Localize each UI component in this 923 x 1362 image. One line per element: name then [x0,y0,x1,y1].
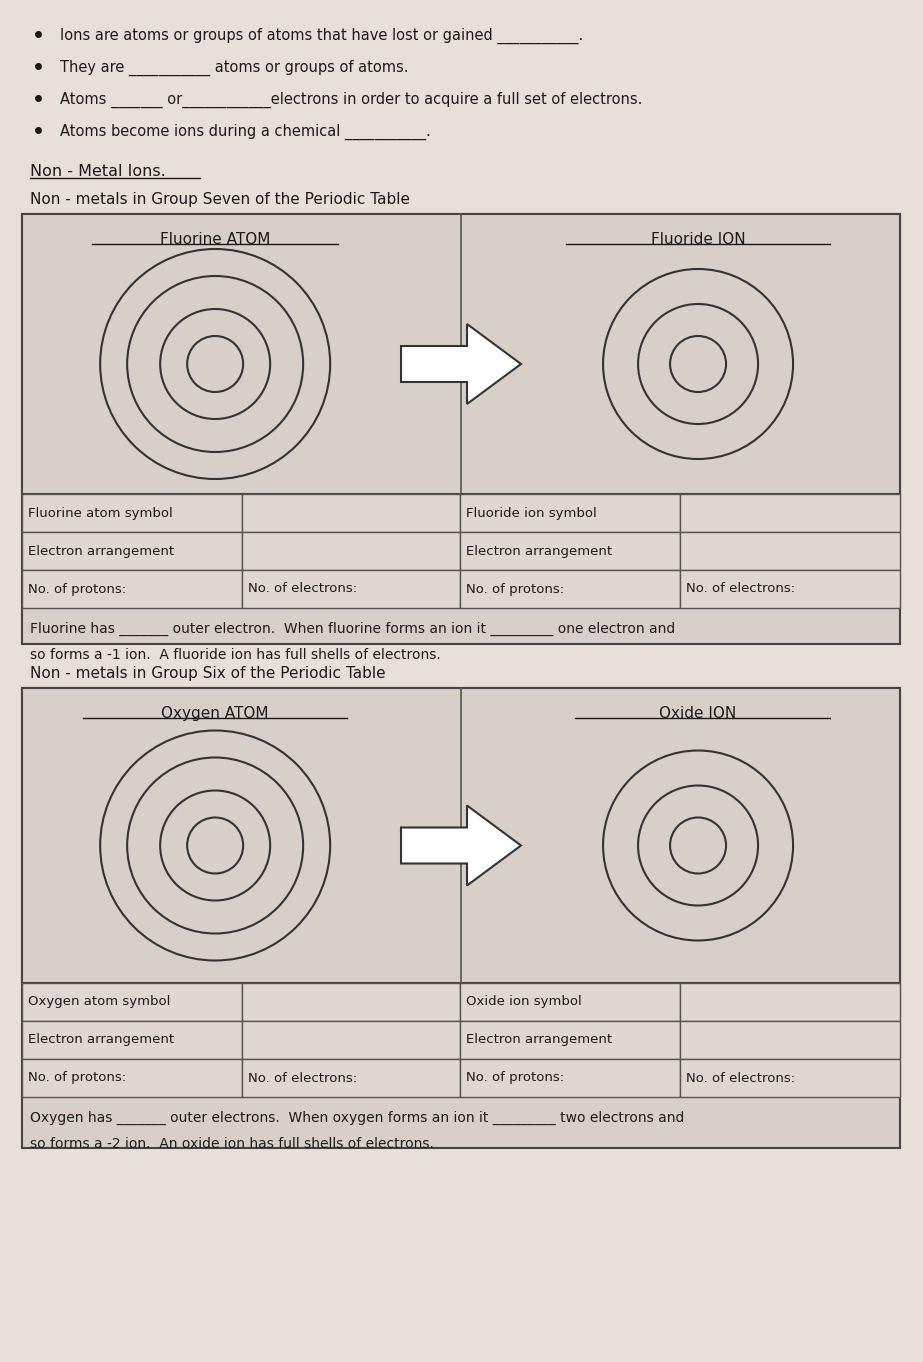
FancyBboxPatch shape [242,1022,460,1060]
Text: No. of protons:: No. of protons: [466,1072,564,1084]
Text: Fluorine atom symbol: Fluorine atom symbol [28,507,173,519]
FancyBboxPatch shape [242,571,460,607]
FancyBboxPatch shape [680,533,900,571]
Text: No. of protons:: No. of protons: [28,1072,126,1084]
Text: Fluoride ion symbol: Fluoride ion symbol [466,507,597,519]
Text: Fluoride ION: Fluoride ION [651,232,746,247]
Text: Non - Metal Ions.: Non - Metal Ions. [30,163,166,178]
Text: Oxide ion symbol: Oxide ion symbol [466,996,581,1008]
Text: so forms a -1 ion.  A fluoride ion has full shells of electrons.: so forms a -1 ion. A fluoride ion has fu… [30,648,441,662]
FancyBboxPatch shape [22,214,900,494]
Text: No. of electrons:: No. of electrons: [686,1072,795,1084]
FancyBboxPatch shape [460,983,680,1022]
FancyBboxPatch shape [22,1060,242,1096]
Text: Fluorine ATOM: Fluorine ATOM [160,232,270,247]
Text: No. of protons:: No. of protons: [28,583,126,595]
FancyBboxPatch shape [680,571,900,607]
Text: Fluorine has _______ outer electron.  When fluorine forms an ion it _________ on: Fluorine has _______ outer electron. Whe… [30,622,676,636]
Text: No. of electrons:: No. of electrons: [248,583,357,595]
FancyBboxPatch shape [680,1060,900,1096]
Text: Oxide ION: Oxide ION [659,706,737,720]
FancyBboxPatch shape [680,1022,900,1060]
Text: No. of protons:: No. of protons: [466,583,564,595]
FancyBboxPatch shape [22,688,900,1148]
FancyBboxPatch shape [242,1060,460,1096]
Text: Electron arrangement: Electron arrangement [28,1034,174,1046]
Text: Oxygen atom symbol: Oxygen atom symbol [28,996,171,1008]
Text: Atoms _______ or____________electrons in order to acquire a full set of electron: Atoms _______ or____________electrons in… [60,93,642,108]
Text: Electron arrangement: Electron arrangement [466,1034,612,1046]
Text: Oxygen ATOM: Oxygen ATOM [162,706,269,720]
Text: No. of electrons:: No. of electrons: [248,1072,357,1084]
Text: Non - metals in Group Six of the Periodic Table: Non - metals in Group Six of the Periodi… [30,666,386,681]
FancyBboxPatch shape [460,571,680,607]
FancyBboxPatch shape [680,983,900,1022]
Text: No. of electrons:: No. of electrons: [686,583,795,595]
Text: Electron arrangement: Electron arrangement [466,545,612,557]
FancyBboxPatch shape [22,571,242,607]
Text: so forms a -2 ion.  An oxide ion has full shells of electrons.: so forms a -2 ion. An oxide ion has full… [30,1137,434,1151]
Text: Non - metals in Group Seven of the Periodic Table: Non - metals in Group Seven of the Perio… [30,192,410,207]
FancyBboxPatch shape [22,1022,242,1060]
Polygon shape [401,324,521,405]
Text: Ions are atoms or groups of atoms that have lost or gained ___________.: Ions are atoms or groups of atoms that h… [60,29,583,44]
FancyBboxPatch shape [22,494,242,533]
FancyBboxPatch shape [460,1060,680,1096]
FancyBboxPatch shape [22,214,900,644]
FancyBboxPatch shape [242,533,460,571]
FancyBboxPatch shape [22,533,242,571]
FancyBboxPatch shape [22,688,900,983]
Text: They are ___________ atoms or groups of atoms.: They are ___________ atoms or groups of … [60,60,409,76]
Text: Atoms become ions during a chemical ___________.: Atoms become ions during a chemical ____… [60,124,431,140]
FancyBboxPatch shape [242,494,460,533]
FancyBboxPatch shape [460,494,680,533]
FancyBboxPatch shape [460,1022,680,1060]
FancyBboxPatch shape [680,494,900,533]
Text: Electron arrangement: Electron arrangement [28,545,174,557]
FancyBboxPatch shape [22,983,242,1022]
FancyBboxPatch shape [460,533,680,571]
FancyBboxPatch shape [242,983,460,1022]
Polygon shape [401,805,521,885]
Text: Oxygen has _______ outer electrons.  When oxygen forms an ion it _________ two e: Oxygen has _______ outer electrons. When… [30,1111,684,1125]
